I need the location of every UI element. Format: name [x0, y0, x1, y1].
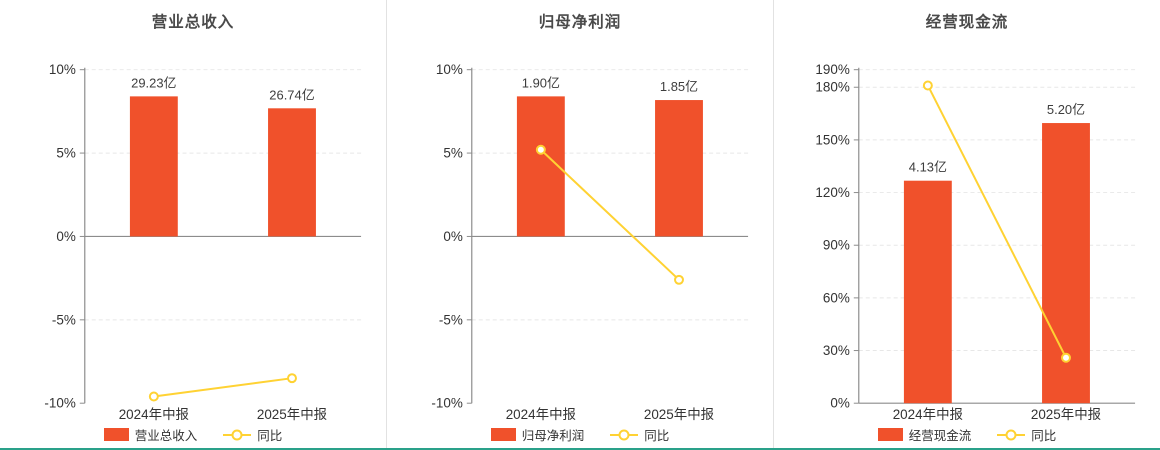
bar-value-label: 5.20亿 [1047, 102, 1085, 117]
line-swatch-icon [223, 429, 252, 440]
y-tick-label: 180% [815, 80, 849, 95]
x-category-label: 2024年中报 [893, 407, 963, 422]
line-dot-icon [231, 429, 243, 440]
y-tick-label: 0% [443, 229, 462, 244]
bar-swatch-icon [877, 428, 903, 441]
line-dot-icon [1005, 429, 1017, 440]
bar [516, 96, 565, 237]
y-tick-label: 90% [823, 238, 850, 253]
bar-value-label: 26.74亿 [269, 87, 314, 102]
legend-item-line[interactable]: 同比 [223, 425, 282, 444]
y-tick-label: 150% [815, 132, 849, 147]
bar-value-label: 4.13亿 [909, 160, 947, 175]
line-swatch-icon [610, 429, 639, 440]
panel-revenue: 营业总收入 10% 5% 0% -5% -10% 29.23亿 26.74亿 2024年中报 2… [0, 0, 387, 448]
bar-value-label: 1.90亿 [522, 75, 560, 90]
panel-operating-cashflow: 经营现金流 190% 180% 150% 120% 90% 60% 30% 0% 4.13亿 5.… [774, 0, 1160, 448]
y-tick-label: -10% [431, 396, 462, 411]
yoy-point-marker [1061, 352, 1071, 363]
legend-line-label: 同比 [644, 429, 670, 443]
cashflow-chart: 190% 180% 150% 120% 90% 60% 30% 0% 4.13亿 5.20亿 202… [815, 62, 1136, 422]
y-tick-label: 5% [56, 146, 75, 161]
y-tick-label: 0% [830, 396, 849, 411]
yoy-line [540, 149, 680, 281]
yoy-point-marker [287, 373, 297, 384]
line-swatch-icon [997, 429, 1026, 440]
legend-line-label: 同比 [1031, 429, 1057, 443]
y-tick-label: 5% [443, 146, 462, 161]
x-category-label: 2025年中报 [644, 407, 714, 422]
y-tick-label: 60% [823, 290, 850, 305]
line-dot-icon [618, 429, 630, 440]
legend-bar-label: 归母净利润 [521, 429, 585, 443]
legend-item-line[interactable]: 同比 [610, 425, 669, 444]
bar-value-label: 1.85亿 [660, 79, 698, 94]
y-tick-label: -5% [439, 312, 463, 327]
legend-cashflow: 经营现金流 同比 [774, 425, 1160, 444]
y-tick-label: 0% [56, 229, 75, 244]
bar [903, 180, 952, 404]
y-tick-label: 190% [815, 62, 849, 77]
yoy-point-marker [535, 144, 546, 155]
net-profit-chart: 10% 5% 0% -5% -10% 1.90亿 1.85亿 2024年中报 2025年中报 [431, 62, 749, 422]
y-tick-label: 10% [436, 62, 463, 77]
legend-item-bar[interactable]: 营业总收入 [103, 425, 198, 444]
yoy-line [926, 85, 1067, 359]
x-category-label: 2024年中报 [119, 407, 189, 422]
y-tick-label: -10% [44, 396, 75, 411]
legend-bar-label: 营业总收入 [134, 429, 198, 443]
panel-net-profit: 归母净利润 10% 5% 0% -5% -10% 1.90亿 1.85亿 2024年中报 202… [387, 0, 774, 448]
legend-revenue: 营业总收入 同比 [0, 425, 386, 444]
bar [268, 108, 316, 237]
y-tick-label: 120% [815, 185, 849, 200]
legend-item-bar[interactable]: 经营现金流 [877, 425, 972, 444]
legend-net-profit: 归母净利润 同比 [387, 425, 773, 444]
x-category-label: 2025年中报 [257, 407, 327, 422]
bar-swatch-icon [103, 428, 129, 441]
legend-line-label: 同比 [257, 429, 283, 443]
bar-swatch-icon [490, 428, 516, 441]
panel-title-revenue: 营业总收入 [151, 14, 235, 31]
revenue-chart: 10% 5% 0% -5% -10% 29.23亿 26.74亿 2024年中报 2025年中报 [44, 62, 362, 422]
bar [655, 100, 703, 237]
bar [129, 96, 178, 237]
panel-title-cashflow: 经营现金流 [925, 14, 1009, 31]
y-tick-label: 10% [49, 62, 76, 77]
bar-value-label: 29.23亿 [131, 75, 176, 90]
legend-item-line[interactable]: 同比 [997, 425, 1056, 444]
x-category-label: 2024年中报 [506, 407, 576, 422]
x-category-label: 2025年中报 [1031, 407, 1101, 422]
legend-item-bar[interactable]: 归母净利润 [490, 425, 585, 444]
legend-bar-label: 经营现金流 [908, 429, 972, 443]
yoy-point-marker [922, 80, 933, 91]
y-tick-label: 30% [823, 343, 850, 358]
yoy-point-marker [148, 391, 159, 402]
panel-title-net-profit: 归母净利润 [538, 14, 622, 31]
yoy-point-marker [674, 274, 684, 285]
y-tick-label: -5% [52, 312, 76, 327]
yoy-line [153, 377, 293, 398]
